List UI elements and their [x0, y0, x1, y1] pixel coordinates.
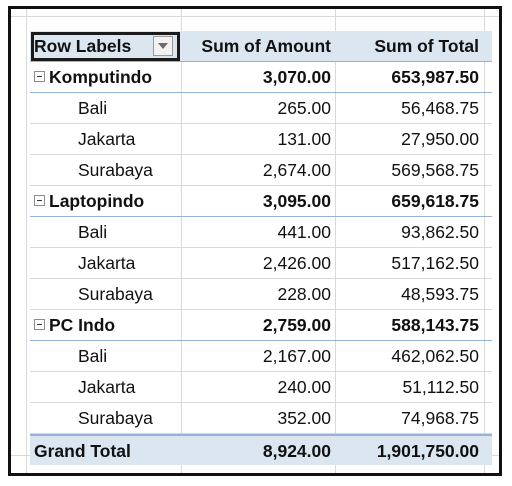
city-label: Jakarta	[78, 377, 136, 397]
city-label: Surabaya	[78, 284, 153, 304]
spreadsheet-frame: Row Labels Sum of Amount Sum of Total Ko…	[8, 6, 502, 476]
pivot-detail-row[interactable]: Jakarta 131.00 27,950.00	[30, 124, 492, 155]
pivot-detail-row[interactable]: Surabaya 228.00 48,593.75	[30, 279, 492, 310]
city-label: Jakarta	[78, 129, 136, 149]
city-total: 569,568.75	[391, 160, 479, 180]
group-label: Laptopindo	[30, 186, 179, 216]
row-labels-text: Row Labels	[34, 36, 132, 56]
pivot-detail-row[interactable]: Bali 441.00 93,862.50	[30, 217, 492, 248]
city-amount: 441.00	[277, 222, 331, 242]
city-label: Bali	[78, 222, 108, 242]
grand-total-total: 1,901,750.00	[376, 441, 479, 461]
pivot-header-row: Row Labels Sum of Amount Sum of Total	[30, 31, 492, 62]
collapse-minus-icon[interactable]	[34, 194, 45, 206]
city-total: 48,593.75	[401, 284, 479, 304]
group-label: PC Indo	[30, 310, 179, 340]
city-label: Bali	[78, 346, 108, 366]
city-label: Surabaya	[78, 160, 153, 180]
city-amount: 240.00	[277, 377, 331, 397]
grand-total-label: Grand Total	[34, 441, 131, 461]
city-label: Bali	[78, 98, 108, 118]
pivot-group-row[interactable]: PC Indo 2,759.00 588,143.75	[30, 310, 492, 341]
pivot-group-row[interactable]: Laptopindo 3,095.00 659,618.75	[30, 186, 492, 217]
city-amount: 2,167.00	[262, 346, 331, 366]
group-total: 653,987.50	[391, 67, 479, 87]
pivot-detail-row[interactable]: Jakarta 240.00 51,112.50	[30, 372, 492, 403]
pivot-detail-row[interactable]: Bali 2,167.00 462,062.50	[30, 341, 492, 372]
grand-total-amount: 8,924.00	[262, 441, 331, 461]
pivot-detail-row[interactable]: Bali 265.00 56,468.75	[30, 93, 492, 124]
city-total: 27,950.00	[401, 129, 479, 149]
dropdown-arrow-icon	[158, 43, 168, 49]
grand-total-row[interactable]: Grand Total 8,924.00 1,901,750.00	[30, 434, 492, 465]
pivot-group-row[interactable]: Komputindo 3,070.00 653,987.50	[30, 62, 492, 93]
city-amount: 2,426.00	[262, 253, 331, 273]
group-total: 588,143.75	[391, 315, 479, 335]
sum-total-header[interactable]: Sum of Total	[374, 36, 479, 56]
group-total: 659,618.75	[391, 191, 479, 211]
city-label: Surabaya	[78, 408, 153, 428]
city-amount: 228.00	[277, 284, 331, 304]
city-total: 462,062.50	[391, 346, 479, 366]
city-total: 56,468.75	[401, 98, 479, 118]
row-labels-header[interactable]: Row Labels	[30, 31, 179, 61]
group-label: Komputindo	[30, 62, 179, 92]
pivot-detail-row[interactable]: Surabaya 2,674.00 569,568.75	[30, 155, 492, 186]
pivot-detail-row[interactable]: Surabaya 352.00 74,968.75	[30, 403, 492, 434]
pivot-detail-row[interactable]: Jakarta 2,426.00 517,162.50	[30, 248, 492, 279]
group-amount: 2,759.00	[262, 315, 331, 335]
group-name: Laptopindo	[49, 191, 145, 211]
city-total: 93,862.50	[401, 222, 479, 242]
city-amount: 2,674.00	[262, 160, 331, 180]
city-label: Jakarta	[78, 253, 136, 273]
city-total: 74,968.75	[401, 408, 479, 428]
group-amount: 3,095.00	[262, 191, 331, 211]
city-amount: 265.00	[277, 98, 331, 118]
city-total: 51,112.50	[402, 377, 479, 397]
sum-amount-header[interactable]: Sum of Amount	[201, 36, 331, 56]
group-name: PC Indo	[49, 315, 116, 335]
row-labels-filter-button[interactable]	[153, 36, 173, 56]
city-amount: 131.00	[277, 129, 331, 149]
collapse-minus-icon[interactable]	[34, 318, 45, 330]
city-amount: 352.00	[277, 408, 331, 428]
group-amount: 3,070.00	[262, 67, 331, 87]
active-cell-border	[31, 32, 180, 61]
city-total: 517,162.50	[391, 253, 479, 273]
collapse-minus-icon[interactable]	[34, 70, 45, 82]
pivot-table: Row Labels Sum of Amount Sum of Total Ko…	[30, 31, 492, 465]
group-name: Komputindo	[49, 67, 153, 87]
